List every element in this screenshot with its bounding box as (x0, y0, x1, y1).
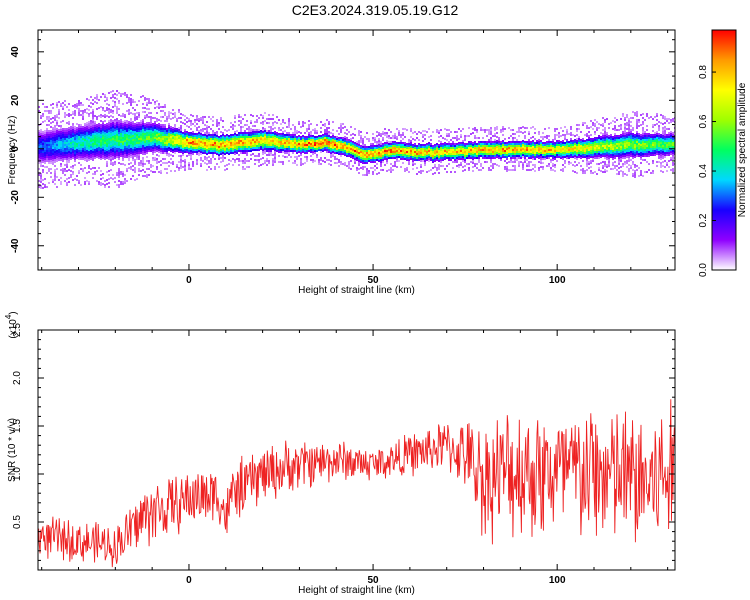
y-axis-exponent: (x104) (4, 311, 19, 338)
chart-title: C2E3.2024.319.05.19.G12 (291, 2, 459, 18)
x-tick-label: 50 (368, 575, 380, 586)
y-tick-label: 2.5 (12, 323, 23, 337)
snr-series-line (38, 399, 675, 568)
x-axis-label: Height of straight line (km) (298, 585, 415, 596)
colorbar-tick-label: 0.0 (698, 263, 709, 277)
y-tick-label: 2.0 (12, 371, 23, 385)
colorbar-tick-label: 0.4 (698, 164, 709, 178)
colorbar-tick-label: 0.2 (698, 213, 709, 227)
x-tick-label: 50 (368, 275, 380, 286)
y-tick-label: 0.5 (12, 515, 23, 529)
bottom-plot-frame (37, 329, 676, 571)
x-tick-label: 100 (549, 275, 566, 286)
colorbar-tick-label: 0.6 (698, 114, 709, 128)
x-axis-label: Height of straight line (km) (298, 285, 415, 296)
x-tick-label: 0 (186, 575, 192, 586)
colorbar (711, 29, 737, 271)
x-tick-label: 0 (186, 275, 192, 286)
x-tick-label: 100 (549, 575, 566, 586)
colorbar-label: Normalized spectral amplitude (737, 82, 748, 217)
y-tick-label: 1.5 (12, 419, 23, 433)
colorbar-tick-label: 0.8 (698, 65, 709, 79)
y-axis-label: Frequency (Hz) (7, 116, 18, 185)
y-tick-label: 20 (10, 94, 21, 106)
y-tick-label: -40 (10, 238, 21, 253)
spectrogram (38, 90, 675, 189)
y-tick-label: 0 (10, 146, 21, 152)
y-tick-label: 40 (10, 46, 21, 58)
y-tick-label: -20 (10, 190, 21, 205)
y-tick-label: 1.0 (12, 467, 23, 481)
y-axis-label: SNR (10 * v/v) (7, 418, 18, 482)
top-plot-frame (37, 29, 676, 271)
